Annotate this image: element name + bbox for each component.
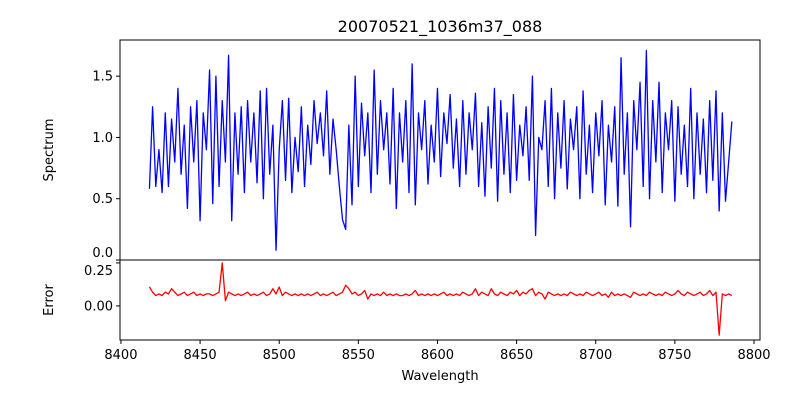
spectrum-series-line — [148, 49, 733, 251]
x-tick-label: 8650 — [500, 348, 533, 363]
spectrum-y-tick-label: 1.5 — [92, 70, 113, 85]
y-axis-label-error: Error — [42, 284, 57, 316]
error-series-line — [148, 262, 733, 336]
x-tick-label: 8550 — [342, 348, 375, 363]
y-axis-label-spectrum: Spectrum — [42, 119, 57, 182]
error-axes-frame — [119, 259, 761, 341]
error-y-tick-label: 0.25 — [84, 264, 113, 279]
x-tick-label: 8500 — [263, 348, 296, 363]
spectrum-y-tick-label: 1.0 — [92, 131, 113, 146]
spectrum-y-tick-label: 0.5 — [92, 192, 113, 207]
spectrum-y-tick-label: 0.0 — [92, 246, 113, 261]
x-tick-label: 8450 — [184, 348, 217, 363]
x-tick-label: 8600 — [421, 348, 454, 363]
x-tick-label: 8750 — [658, 348, 691, 363]
x-tick-label: 8800 — [737, 348, 770, 363]
x-tick-label: 8400 — [104, 348, 137, 363]
x-axis-label: Wavelength — [401, 369, 478, 384]
chart-title: 20070521_1036m37_088 — [338, 17, 543, 37]
error-y-tick-label: 0.00 — [84, 299, 113, 314]
x-tick-label: 8700 — [579, 348, 612, 363]
